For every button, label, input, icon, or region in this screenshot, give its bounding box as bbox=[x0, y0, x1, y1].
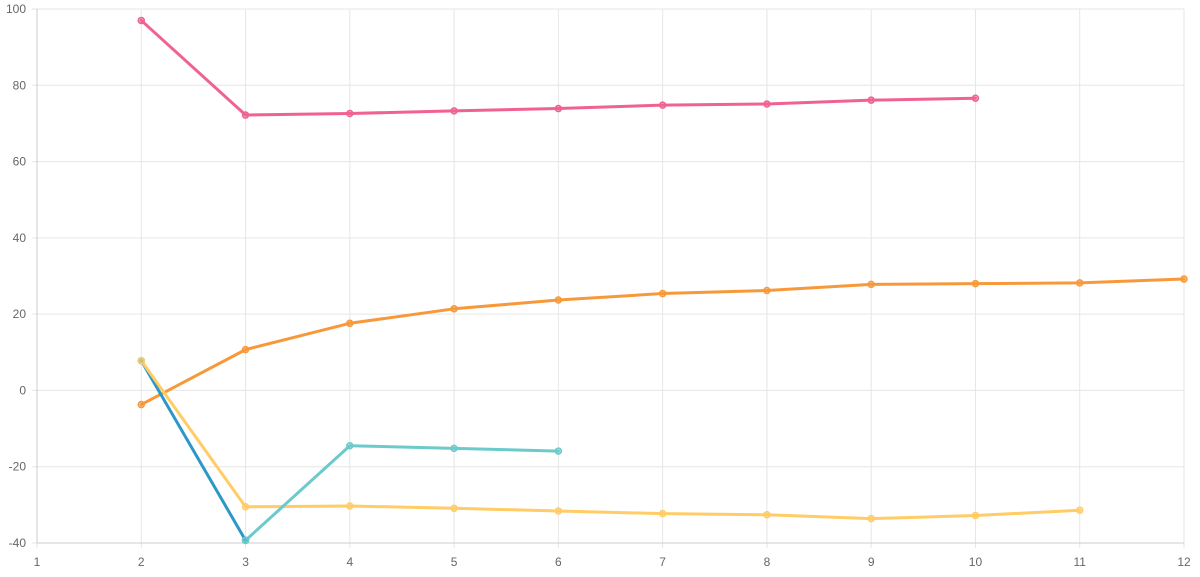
x-tick-label: 1 bbox=[34, 555, 41, 569]
data-point-series-4[interactable] bbox=[241, 503, 250, 511]
data-point-series-5[interactable] bbox=[241, 536, 250, 545]
y-tick-label: 100 bbox=[6, 2, 26, 16]
series-line-3 bbox=[139, 359, 248, 542]
x-tick-label: 10 bbox=[969, 555, 983, 569]
data-point-series-1[interactable] bbox=[971, 94, 980, 103]
y-tick-label: 40 bbox=[13, 231, 27, 245]
data-point-series-2[interactable] bbox=[346, 319, 354, 328]
y-tick-label: -20 bbox=[9, 460, 27, 474]
data-point-series-1[interactable] bbox=[763, 100, 771, 108]
data-point-series-5[interactable] bbox=[450, 444, 458, 453]
y-tick-label: 20 bbox=[13, 307, 27, 321]
data-point-series-4[interactable] bbox=[867, 514, 875, 523]
data-point-series-2[interactable] bbox=[137, 400, 146, 409]
data-point-series-1[interactable] bbox=[346, 109, 354, 118]
data-point-series-4[interactable] bbox=[450, 504, 458, 513]
data-point-series-2[interactable] bbox=[658, 289, 667, 298]
x-tick-label: 9 bbox=[868, 555, 875, 569]
data-point-series-1[interactable] bbox=[658, 101, 667, 109]
x-tick-label: 2 bbox=[138, 555, 145, 569]
data-point-series-4[interactable] bbox=[763, 511, 771, 519]
data-point-series-2[interactable] bbox=[450, 305, 458, 313]
data-point-series-2[interactable] bbox=[1075, 279, 1084, 287]
data-point-series-1[interactable] bbox=[450, 107, 458, 115]
data-point-series-5[interactable] bbox=[346, 441, 354, 450]
x-tick-label: 8 bbox=[764, 555, 771, 569]
data-point-series-2[interactable] bbox=[763, 286, 771, 295]
data-point-series-4[interactable] bbox=[554, 507, 563, 515]
y-tick-label: -40 bbox=[9, 536, 27, 550]
x-tick-label: 12 bbox=[1177, 555, 1191, 569]
data-point-series-2[interactable] bbox=[241, 345, 250, 354]
series-line-5 bbox=[244, 444, 560, 542]
data-point-series-4[interactable] bbox=[1075, 506, 1084, 514]
data-point-series-2[interactable] bbox=[867, 280, 875, 289]
series-line-4 bbox=[139, 359, 1082, 521]
data-point-series-5[interactable] bbox=[554, 447, 563, 455]
data-point-series-2[interactable] bbox=[554, 296, 563, 304]
data-point-series-1[interactable] bbox=[241, 111, 250, 119]
y-tick-label: 0 bbox=[19, 383, 26, 397]
data-point-series-2[interactable] bbox=[1180, 275, 1188, 283]
x-tick-label: 11 bbox=[1073, 555, 1086, 569]
data-point-series-1[interactable] bbox=[554, 104, 563, 113]
points-layer bbox=[137, 16, 1188, 545]
data-point-series-2[interactable] bbox=[971, 279, 980, 288]
y-tick-label: 80 bbox=[13, 78, 27, 92]
y-tick-label: 60 bbox=[13, 155, 27, 169]
x-tick-label: 3 bbox=[242, 555, 249, 569]
data-point-series-1[interactable] bbox=[137, 16, 146, 25]
data-point-series-4[interactable] bbox=[137, 356, 146, 365]
data-point-series-4[interactable] bbox=[658, 509, 667, 518]
x-tick-label: 5 bbox=[451, 555, 458, 569]
data-point-series-1[interactable] bbox=[867, 96, 875, 104]
x-tick-label: 6 bbox=[555, 555, 562, 569]
x-tick-label: 7 bbox=[659, 555, 666, 569]
data-point-series-4[interactable] bbox=[346, 502, 354, 510]
x-tick-label: 4 bbox=[346, 555, 353, 569]
data-point-series-4[interactable] bbox=[971, 511, 980, 520]
